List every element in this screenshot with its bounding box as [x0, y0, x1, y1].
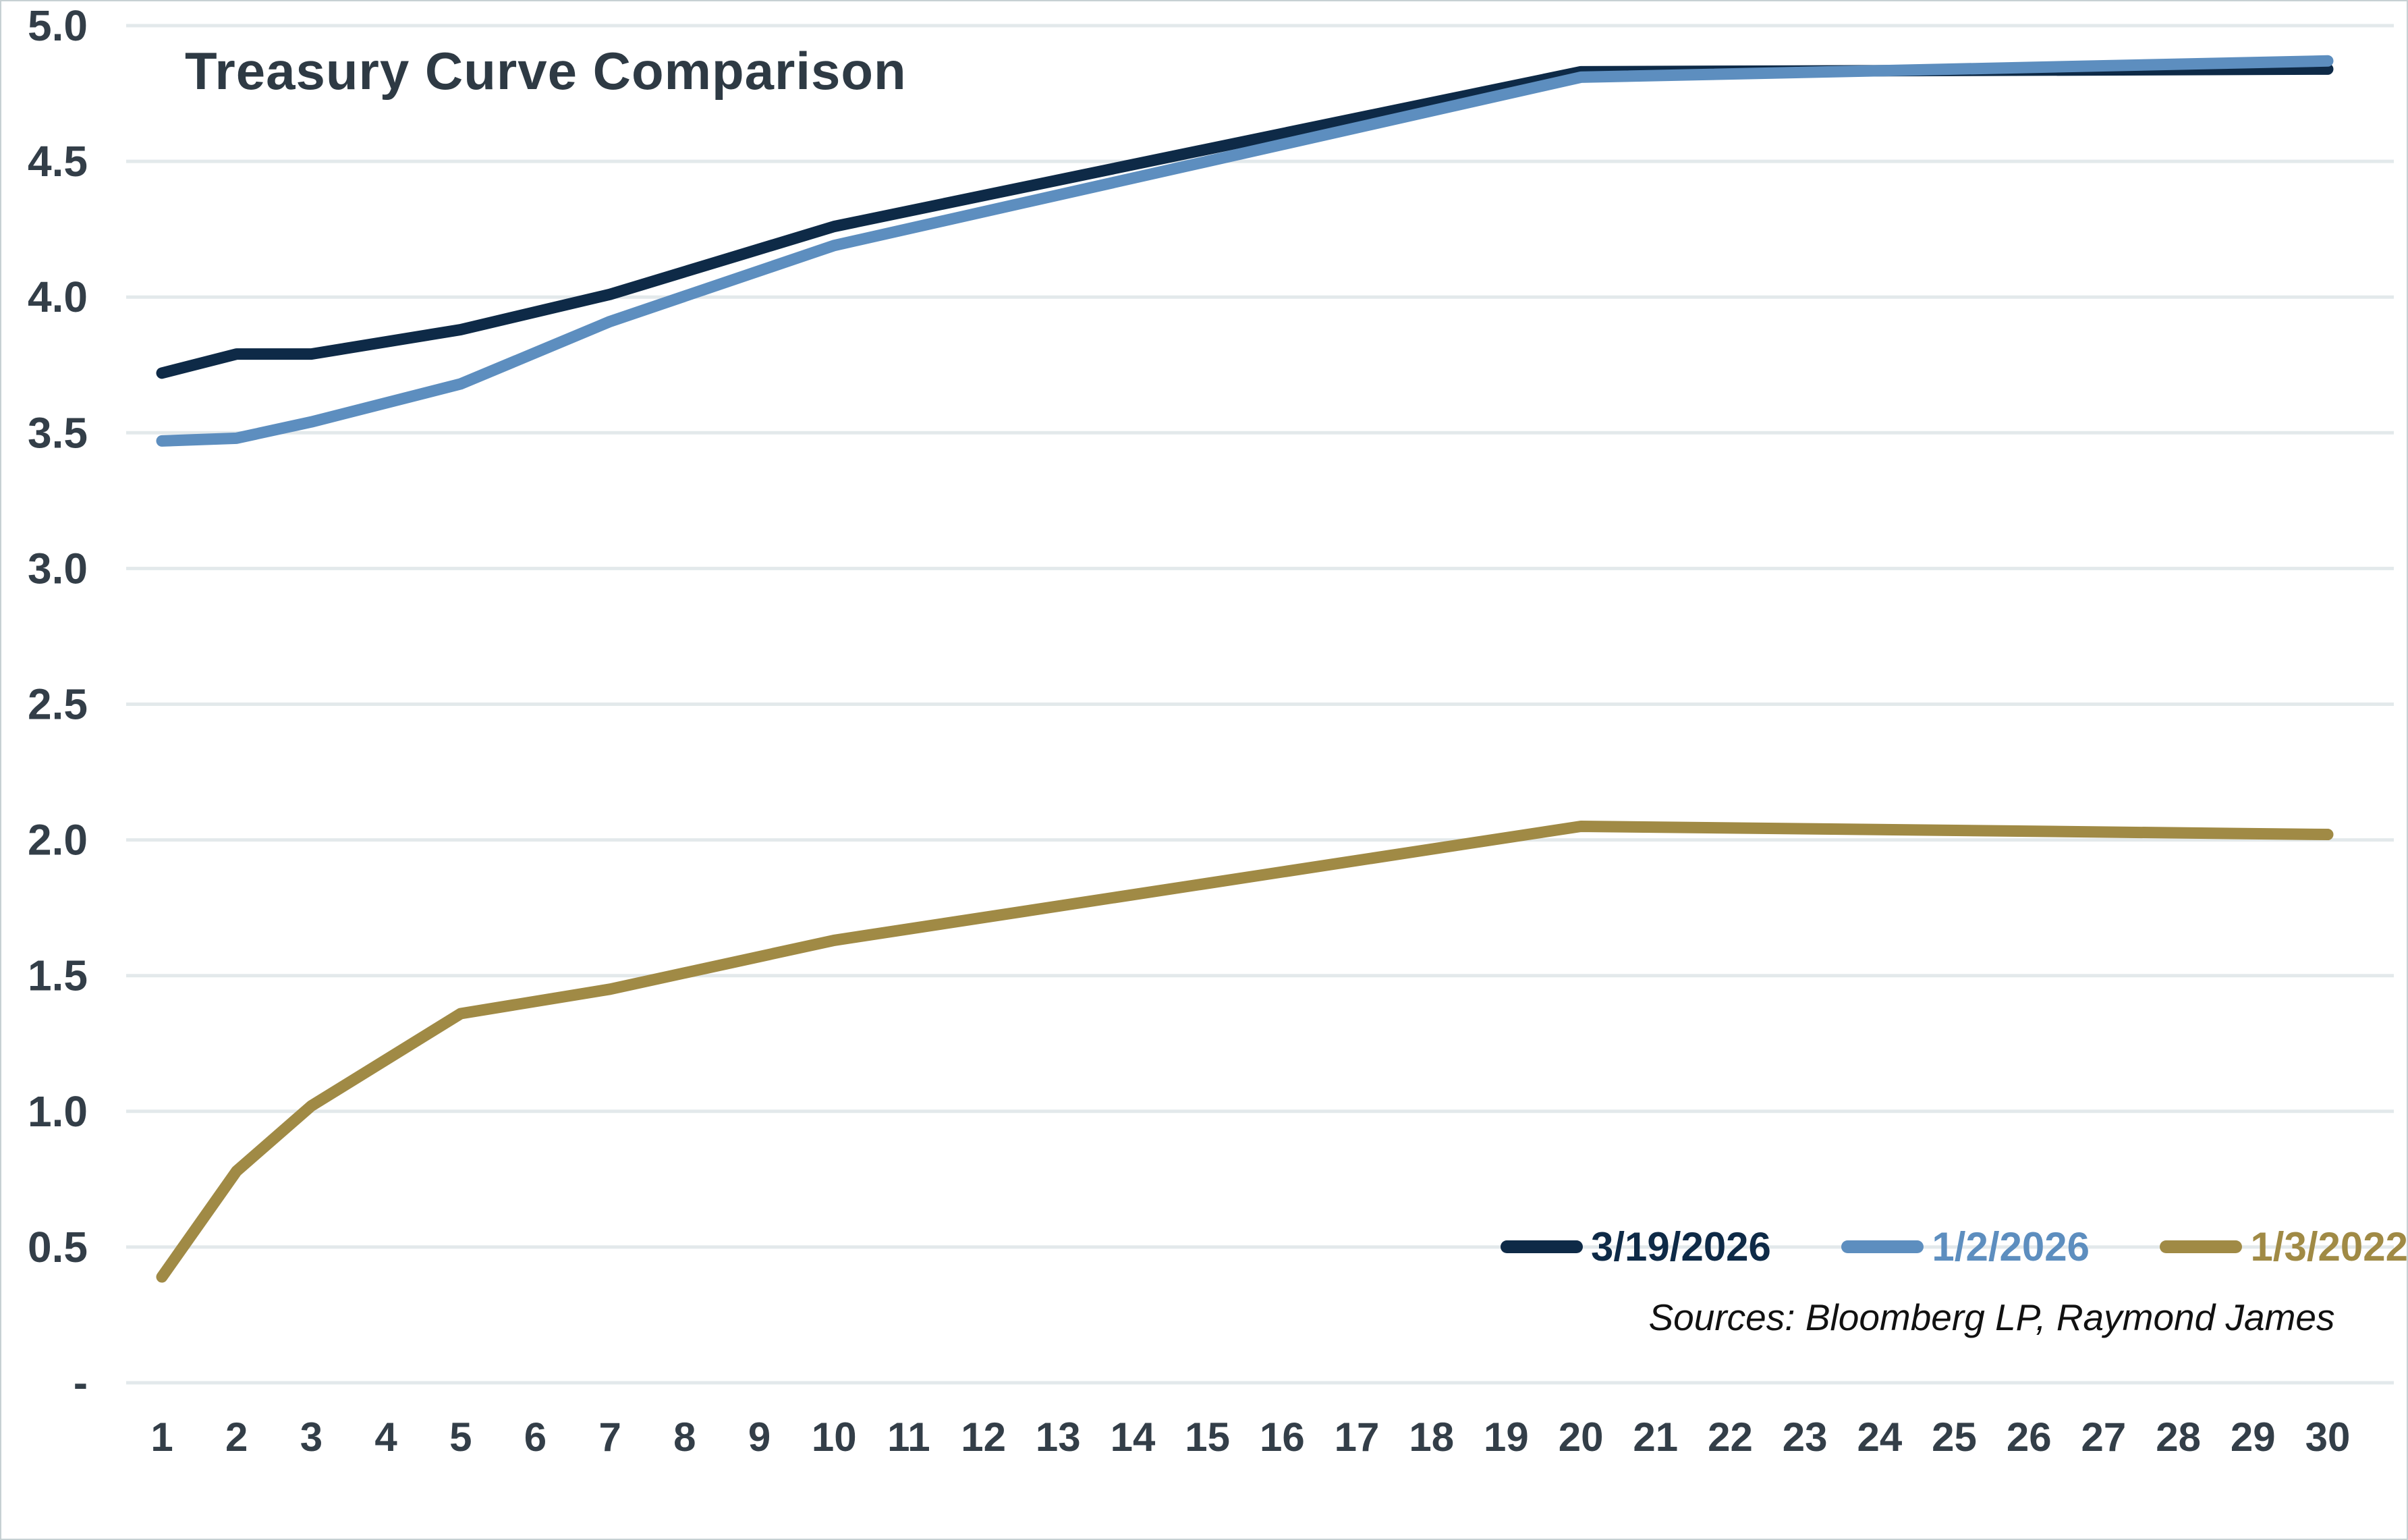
x-tick-label: 8: [673, 1414, 696, 1460]
x-tick-label: 29: [2231, 1414, 2276, 1460]
x-tick-label: 4: [374, 1414, 397, 1460]
chart-title: Treasury Curve Comparison: [185, 41, 907, 101]
x-tick-label: 13: [1036, 1414, 1081, 1460]
x-tick-label: 14: [1111, 1414, 1156, 1460]
legend-item-series-1: 1/2/2026: [1841, 1223, 2090, 1270]
y-tick-label: 1.0: [28, 1087, 88, 1136]
x-tick-label: 7: [598, 1414, 621, 1460]
x-tick-label: 21: [1633, 1414, 1678, 1460]
x-tick-label: 27: [2081, 1414, 2127, 1460]
y-tick-label: 1.5: [28, 952, 88, 1000]
series-line-3/19/2026: [156, 63, 2334, 379]
y-tick-label: 5.0: [28, 1, 88, 50]
x-tick-label: 1: [150, 1414, 173, 1460]
legend-swatch-series-0: [1501, 1240, 1583, 1253]
x-tick-label: 17: [1335, 1414, 1380, 1460]
x-tick-label: 11: [887, 1414, 930, 1460]
x-tick-label: 3: [300, 1414, 323, 1460]
x-tick-label: 30: [2305, 1414, 2351, 1460]
y-tick-label: -: [74, 1358, 88, 1407]
legend-label-series-1: 1/2/2026: [1932, 1223, 2090, 1269]
x-tick-label: 5: [449, 1414, 472, 1460]
x-tick-label: 20: [1559, 1414, 1604, 1460]
y-tick-label: 3.0: [28, 544, 88, 593]
legend-swatch-series-1: [1841, 1240, 1924, 1253]
x-tick-label: 18: [1409, 1414, 1454, 1460]
x-tick-label: 15: [1185, 1414, 1230, 1460]
x-tick-label: 19: [1484, 1414, 1529, 1460]
legend-label-series-2: 1/3/2022: [2250, 1223, 2408, 1269]
x-tick-label: 23: [1783, 1414, 1828, 1460]
series-line-1/2/2026: [156, 55, 2334, 447]
legend-item-series-2: 1/3/2022: [2160, 1223, 2408, 1270]
x-tick-label: 25: [1932, 1414, 1977, 1460]
x-tick-label: 6: [524, 1414, 547, 1460]
x-tick-label: 2: [225, 1414, 248, 1460]
x-tick-label: 26: [2007, 1414, 2052, 1460]
x-tick-label: 28: [2156, 1414, 2201, 1460]
y-tick-label: 4.5: [28, 137, 88, 186]
legend-label-series-0: 3/19/2026: [1591, 1223, 1771, 1269]
legend: 3/19/2026 1/2/2026 1/3/2022: [1501, 1216, 2408, 1277]
legend-item-series-0: 3/19/2026: [1501, 1223, 1771, 1270]
series-line-1/3/2022: [156, 820, 2334, 1283]
x-tick-label: 24: [1857, 1414, 1902, 1460]
x-tick-label: 9: [748, 1414, 771, 1460]
source-note: Sources: Bloomberg LP, Raymond James: [1648, 1296, 2335, 1338]
y-tick-label: 4.0: [28, 273, 88, 321]
x-tick-label: 12: [961, 1414, 1006, 1460]
y-tick-label: 2.0: [28, 816, 88, 864]
y-tick-label: 2.5: [28, 680, 88, 729]
x-tick-label: 10: [812, 1414, 857, 1460]
y-tick-label: 0.5: [28, 1223, 88, 1271]
legend-swatch-series-2: [2160, 1240, 2243, 1253]
y-tick-label: 3.5: [28, 408, 88, 457]
x-tick-label: 22: [1708, 1414, 1753, 1460]
x-tick-label: 16: [1260, 1414, 1305, 1460]
